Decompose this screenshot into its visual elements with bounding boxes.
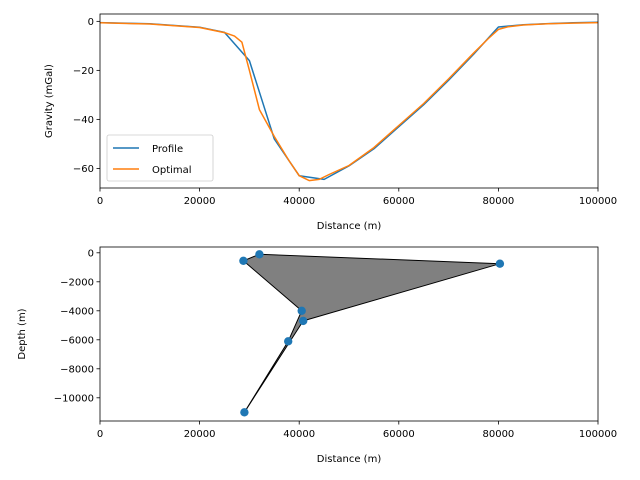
body-polygon (242, 253, 501, 413)
vertex-marker[interactable] (240, 408, 249, 417)
y-tick-label: −8000 (60, 364, 94, 375)
x-tick-label: 100000 (579, 196, 617, 207)
y-tick-label: −40 (73, 115, 94, 126)
vertex-marker[interactable] (239, 256, 248, 265)
depth-y-axis-label: Depth (m) (17, 308, 28, 359)
gravity-plot: 0 20000 40000 60000 80000 100000 0 −20 −40 −60 D… (44, 13, 617, 232)
y-tick-label: −20 (73, 66, 94, 77)
legend-optimal-label: Optimal (152, 165, 192, 176)
legend-profile-label: Profile (152, 144, 183, 155)
gravity-x-ticks: 0 20000 40000 60000 80000 100000 (97, 188, 617, 207)
gravity-legend: Profile Optimal (106, 134, 214, 182)
x-tick-label: 60000 (383, 196, 415, 207)
x-tick-label: 80000 (482, 429, 514, 440)
gravity-y-axis-label: Gravity (mGal) (44, 64, 55, 138)
vertex-marker[interactable] (284, 337, 293, 346)
vertex-marker[interactable] (255, 250, 264, 259)
x-tick-label: 20000 (184, 196, 216, 207)
vertex-marker[interactable] (495, 259, 505, 268)
gravity-x-axis-label: Distance (m) (317, 221, 382, 232)
vertex-marker[interactable] (297, 306, 306, 315)
gravity-series-group (99, 21, 599, 182)
optimal-series-line (99, 21, 599, 182)
x-tick-label: 40000 (283, 196, 315, 207)
y-tick-label: 0 (88, 17, 94, 28)
x-tick-label: 80000 (482, 196, 514, 207)
x-tick-label: 0 (97, 196, 103, 207)
vertex-marker[interactable] (299, 316, 308, 326)
x-tick-label: 100000 (579, 429, 617, 440)
gravity-plot-frame (99, 13, 599, 189)
depth-x-ticks: 0 20000 40000 60000 80000 100000 (97, 421, 617, 440)
y-tick-label: −60 (73, 164, 94, 175)
depth-polygon-group (239, 250, 505, 417)
y-tick-label: −6000 (60, 335, 94, 346)
x-tick-label: 20000 (184, 429, 216, 440)
depth-plot-frame (99, 246, 599, 422)
y-tick-label: −4000 (60, 306, 94, 317)
depth-plot: 0 20000 40000 60000 80000 100000 0 −2000 −4000 −… (17, 246, 617, 465)
y-tick-label: −10000 (54, 393, 94, 404)
depth-y-ticks: 0 −2000 −4000 −6000 −8000 −10000 (54, 248, 100, 404)
y-tick-label: −2000 (60, 277, 94, 288)
depth-x-axis-label: Distance (m) (317, 454, 382, 465)
x-tick-label: 0 (97, 429, 103, 440)
y-tick-label: 0 (88, 248, 94, 259)
x-tick-label: 40000 (283, 429, 315, 440)
x-tick-label: 60000 (383, 429, 415, 440)
gravity-y-ticks: 0 −20 −40 −60 (73, 17, 100, 175)
